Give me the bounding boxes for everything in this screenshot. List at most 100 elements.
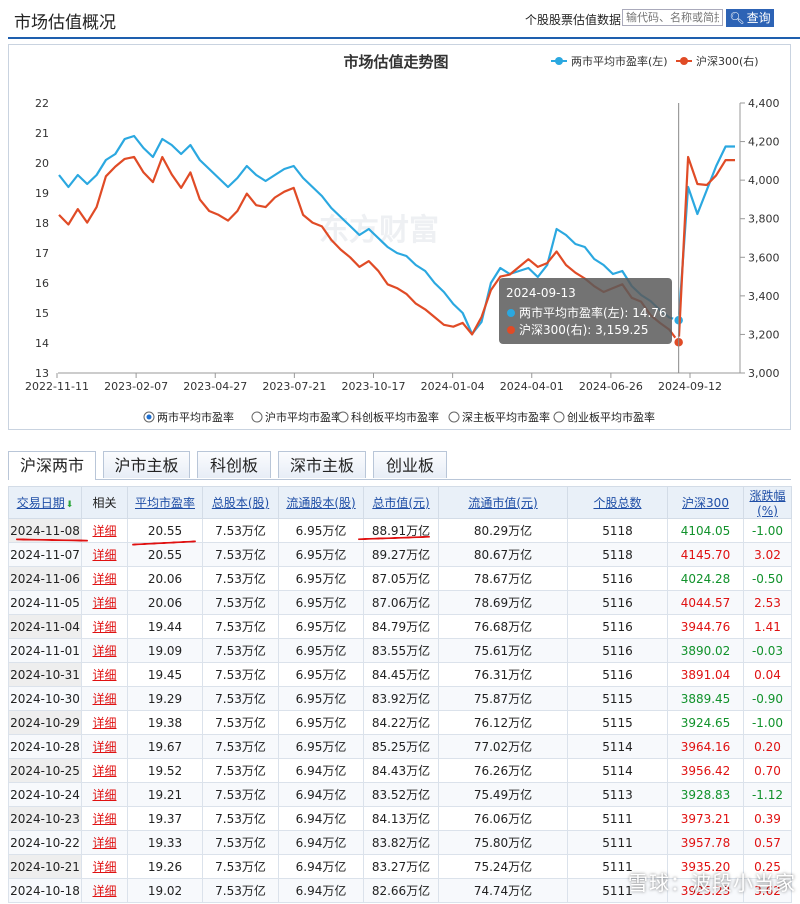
col-float-mv[interactable]: 流通市值(元) — [438, 486, 568, 519]
detail-link[interactable]: 详细 — [81, 734, 128, 759]
detail-link[interactable]: 详细 — [81, 614, 128, 639]
tab-sh-main[interactable]: 沪市主板 — [103, 451, 190, 478]
col-total-mv[interactable]: 总市值(元) — [363, 486, 439, 519]
table-row: 2024-11-01 详细 19.09 7.53万亿 6.95万亿 83.55万亿 75.6… — [8, 638, 792, 663]
x-tick-label: 2024-09-12 — [658, 380, 722, 393]
cell-change-pct: 1.41 — [743, 614, 792, 639]
detail-link[interactable]: 详细 — [81, 638, 128, 663]
y-left-tick-label: 21 — [35, 127, 49, 140]
col-trade-date[interactable]: 交易日期⬇︎ — [8, 486, 82, 519]
cell-total-shares: 7.53万亿 — [202, 662, 279, 687]
col-avg-pe[interactable]: 平均市盈率 — [127, 486, 203, 519]
legend-item-pe[interactable]: 两市平均市盈率(左) — [551, 54, 668, 68]
tab-star[interactable]: 科创板 — [197, 451, 271, 478]
cell-date: 2024-10-25 — [8, 758, 82, 783]
table-row: 2024-11-08 详细 20.55 7.53万亿 6.95万亿 88.91万亿 80.2… — [8, 518, 792, 543]
detail-link[interactable]: 详细 — [81, 686, 128, 711]
cell-pe: 19.02 — [127, 878, 203, 903]
detail-link[interactable]: 详细 — [81, 590, 128, 615]
cell-change-pct: 0.70 — [743, 758, 792, 783]
col-stock-count[interactable]: 个股总数 — [567, 486, 668, 519]
cell-float-shares: 6.95万亿 — [278, 542, 364, 567]
search-button[interactable]: 🔍︎ 查询 — [726, 9, 774, 27]
detail-link[interactable]: 详细 — [81, 662, 128, 687]
cell-date: 2024-10-23 — [8, 806, 82, 831]
y-left-tick-label: 16 — [35, 277, 49, 290]
cell-total-shares: 7.53万亿 — [202, 806, 279, 831]
cell-total-mv: 83.52万亿 — [363, 782, 439, 807]
detail-link[interactable]: 详细 — [81, 878, 128, 903]
series-radio-option[interactable]: 两市平均市盈率 — [143, 410, 234, 424]
cell-hs300: 4024.28 — [667, 566, 744, 591]
chart-legend[interactable]: 两市平均市盈率(左) 沪深300(右) — [551, 54, 759, 68]
cell-float-mv: 80.67万亿 — [438, 542, 568, 567]
detail-link[interactable]: 详细 — [81, 854, 128, 879]
y-right-tick-label: 3,000 — [748, 367, 780, 380]
radio-label: 创业板平均市盈率 — [567, 410, 655, 424]
cell-float-mv: 75.87万亿 — [438, 686, 568, 711]
cell-hs300: 3890.02 — [667, 638, 744, 663]
radio-button[interactable] — [553, 411, 565, 423]
series-radio-option[interactable]: 深主板平均市盈率 — [448, 410, 550, 424]
detail-link[interactable]: 详细 — [81, 806, 128, 831]
detail-link[interactable]: 详细 — [81, 782, 128, 807]
cell-float-shares: 6.95万亿 — [278, 638, 364, 663]
cell-total-mv: 83.82万亿 — [363, 830, 439, 855]
col-change-pct[interactable]: 涨跌幅(%) — [743, 486, 792, 519]
market-tabs: 沪深两市 沪市主板 科创板 深市主板 创业板 — [8, 451, 791, 480]
detail-link[interactable]: 详细 — [81, 542, 128, 567]
chart-series-selector[interactable]: 两市平均市盈率 沪市平均市盈率 科创板平均市盈率 深主板平均市盈率 创业板平均市盈率 — [143, 410, 655, 424]
chart-watermark: 东方财富 — [319, 213, 439, 248]
col-total-shares[interactable]: 总股本(股) — [202, 486, 279, 519]
cell-total-shares: 7.53万亿 — [202, 878, 279, 903]
x-tick-label: 2022-11-11 — [25, 380, 89, 393]
cell-float-shares: 6.95万亿 — [278, 686, 364, 711]
cell-total-mv: 89.27万亿 — [363, 542, 439, 567]
cell-total-shares: 7.53万亿 — [202, 614, 279, 639]
cell-total-mv: 88.91万亿 — [363, 518, 439, 543]
valuation-table: 交易日期⬇︎ 相关 平均市盈率 总股本(股) 流通股本(股) 总市值(元) 流通… — [8, 486, 792, 903]
cell-hs300: 3944.76 — [667, 614, 744, 639]
x-tick-label: 2024-04-01 — [500, 380, 564, 393]
tab-sh-sz[interactable]: 沪深两市 — [8, 451, 96, 480]
cell-change-pct: -0.03 — [743, 638, 792, 663]
series-radio-option[interactable]: 沪市平均市盈率 — [251, 410, 342, 424]
radio-button[interactable] — [448, 411, 460, 423]
table-row: 2024-11-06 详细 20.06 7.53万亿 6.95万亿 87.05万亿 78.6… — [8, 566, 792, 591]
legend-label: 两市平均市盈率(左) — [571, 54, 668, 68]
cell-pe: 19.67 — [127, 734, 203, 759]
cell-stock-count: 5115 — [567, 710, 668, 735]
cell-float-mv: 76.26万亿 — [438, 758, 568, 783]
series-radio-option[interactable]: 创业板平均市盈率 — [553, 410, 655, 424]
detail-link[interactable]: 详细 — [81, 566, 128, 591]
tooltip-date: 2024-09-13 — [506, 286, 576, 300]
cell-total-shares: 7.53万亿 — [202, 854, 279, 879]
radio-button[interactable] — [337, 411, 349, 423]
cell-total-mv: 83.92万亿 — [363, 686, 439, 711]
cell-pe: 19.21 — [127, 782, 203, 807]
cell-float-shares: 6.95万亿 — [278, 662, 364, 687]
table-row: 2024-10-25 详细 19.52 7.53万亿 6.94万亿 84.43万亿 76.2… — [8, 758, 792, 783]
share-watermark: 雪球：波段小当家 — [628, 871, 796, 895]
detail-link[interactable]: 详细 — [81, 758, 128, 783]
tab-chinext[interactable]: 创业板 — [373, 451, 447, 478]
detail-link[interactable]: 详细 — [81, 518, 128, 543]
cell-date: 2024-11-06 — [8, 566, 82, 591]
y-left-tick-label: 17 — [35, 247, 49, 260]
stock-search-input[interactable] — [622, 9, 723, 26]
cell-float-shares: 6.94万亿 — [278, 878, 364, 903]
chart-title: 市场估值走势图 — [343, 53, 448, 71]
cell-date: 2024-11-05 — [8, 590, 82, 615]
legend-item-hs300[interactable]: 沪深300(右) — [676, 54, 759, 68]
cell-total-mv: 83.55万亿 — [363, 638, 439, 663]
cell-change-pct: -1.00 — [743, 518, 792, 543]
detail-link[interactable]: 详细 — [81, 710, 128, 735]
x-tick-label: 2023-04-27 — [183, 380, 247, 393]
radio-button[interactable] — [251, 411, 263, 423]
detail-link[interactable]: 详细 — [81, 830, 128, 855]
series-radio-option[interactable]: 科创板平均市盈率 — [337, 410, 439, 424]
cell-total-mv: 84.22万亿 — [363, 710, 439, 735]
col-float-shares[interactable]: 流通股本(股) — [278, 486, 364, 519]
tab-sz-main[interactable]: 深市主板 — [278, 451, 366, 478]
col-hs300[interactable]: 沪深300 — [667, 486, 744, 519]
